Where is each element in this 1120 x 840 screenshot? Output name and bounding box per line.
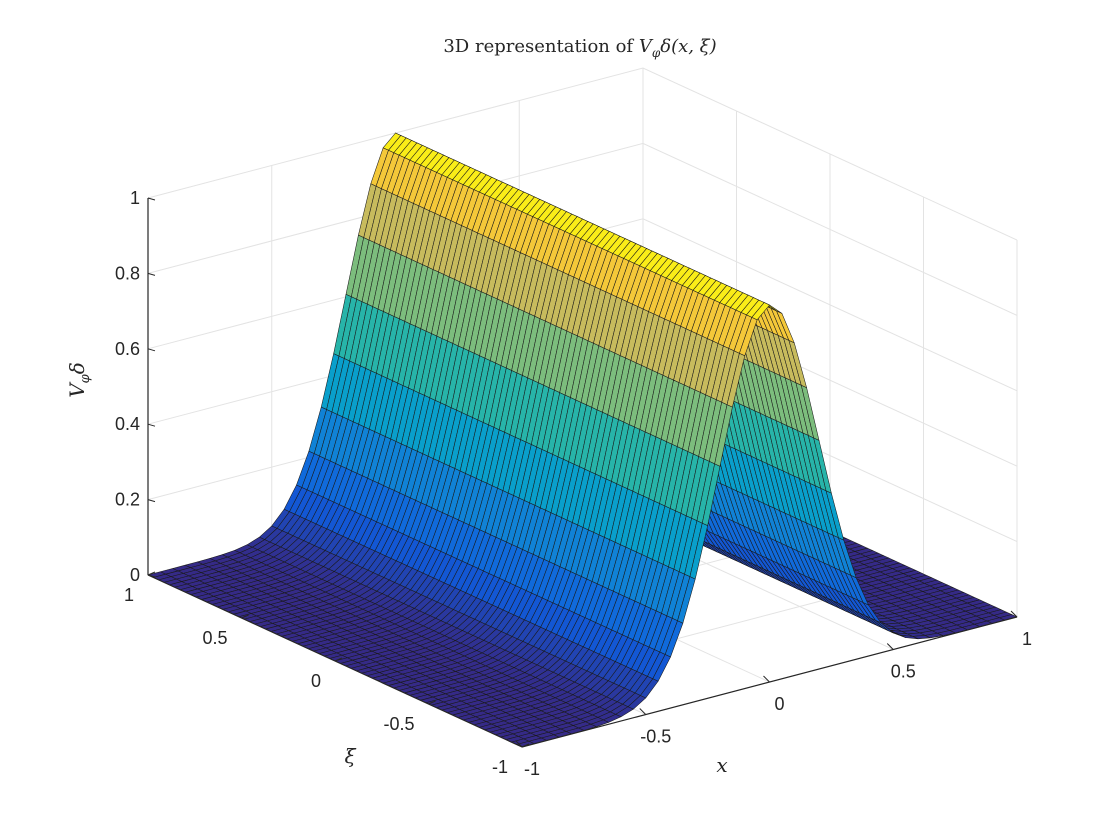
x-tick-mark: [515, 740, 523, 748]
title-delta: δ: [660, 36, 671, 57]
y-tick-mark: [521, 743, 530, 748]
chart-title: 3D representation of Vφδ(x, ξ): [443, 36, 716, 60]
z-tick-label: 0.6: [115, 339, 140, 359]
y-tick-mark: [241, 614, 249, 619]
y-tick-label: 0: [311, 671, 321, 691]
x-tick-label: -0.5: [640, 727, 671, 747]
axes: [147, 197, 1018, 748]
y-tick-label: -0.5: [383, 714, 414, 734]
title-args: (x, ξ): [671, 36, 717, 57]
z-axis-label: Vφδ: [65, 362, 93, 398]
title-prefix: 3D representation of: [443, 36, 638, 57]
y-tick-label: 0.5: [202, 628, 227, 648]
surface: [147, 132, 1018, 748]
zlabel-sub: φ: [78, 373, 93, 383]
y-tick-label: 1: [124, 585, 134, 605]
zlabel-fn: V: [65, 381, 89, 398]
z-tick-mark: [147, 574, 156, 578]
z-tick-mark: [147, 348, 156, 352]
z-tick-mark: [147, 272, 156, 276]
x-tick-label: -1: [524, 759, 540, 779]
z-tick-label: 0.8: [115, 263, 140, 283]
x-tick-mark: [639, 708, 647, 715]
title-fn: V: [639, 36, 654, 57]
y-tick-label: -1: [492, 757, 508, 777]
x-axis-label: x: [716, 753, 727, 777]
title-sub: φ: [652, 46, 661, 60]
z-tick-label: 1: [130, 188, 140, 208]
x-tick-label: 0.5: [891, 662, 916, 682]
x-tick-label: 0: [774, 694, 784, 714]
y-tick-mark: [428, 700, 436, 705]
zlabel-delta: δ: [65, 362, 89, 374]
x-tick-label: 1: [1022, 629, 1032, 649]
y-axis-label: ξ: [344, 744, 356, 768]
z-tick-mark: [147, 423, 156, 427]
x-tick-mark: [763, 675, 770, 683]
z-tick-label: 0.4: [115, 414, 140, 434]
x-tick-mark: [886, 643, 894, 650]
y-tick-mark: [334, 657, 343, 662]
x-tick-mark: [1010, 610, 1018, 618]
z-tick-mark: [147, 197, 156, 201]
z-gridline: [147, 67, 1018, 241]
z-tick-label: 0.2: [115, 490, 140, 510]
y-tick-mark: [147, 571, 156, 576]
z-tick-mark: [147, 499, 156, 503]
z-tick-label: 0: [130, 565, 140, 585]
